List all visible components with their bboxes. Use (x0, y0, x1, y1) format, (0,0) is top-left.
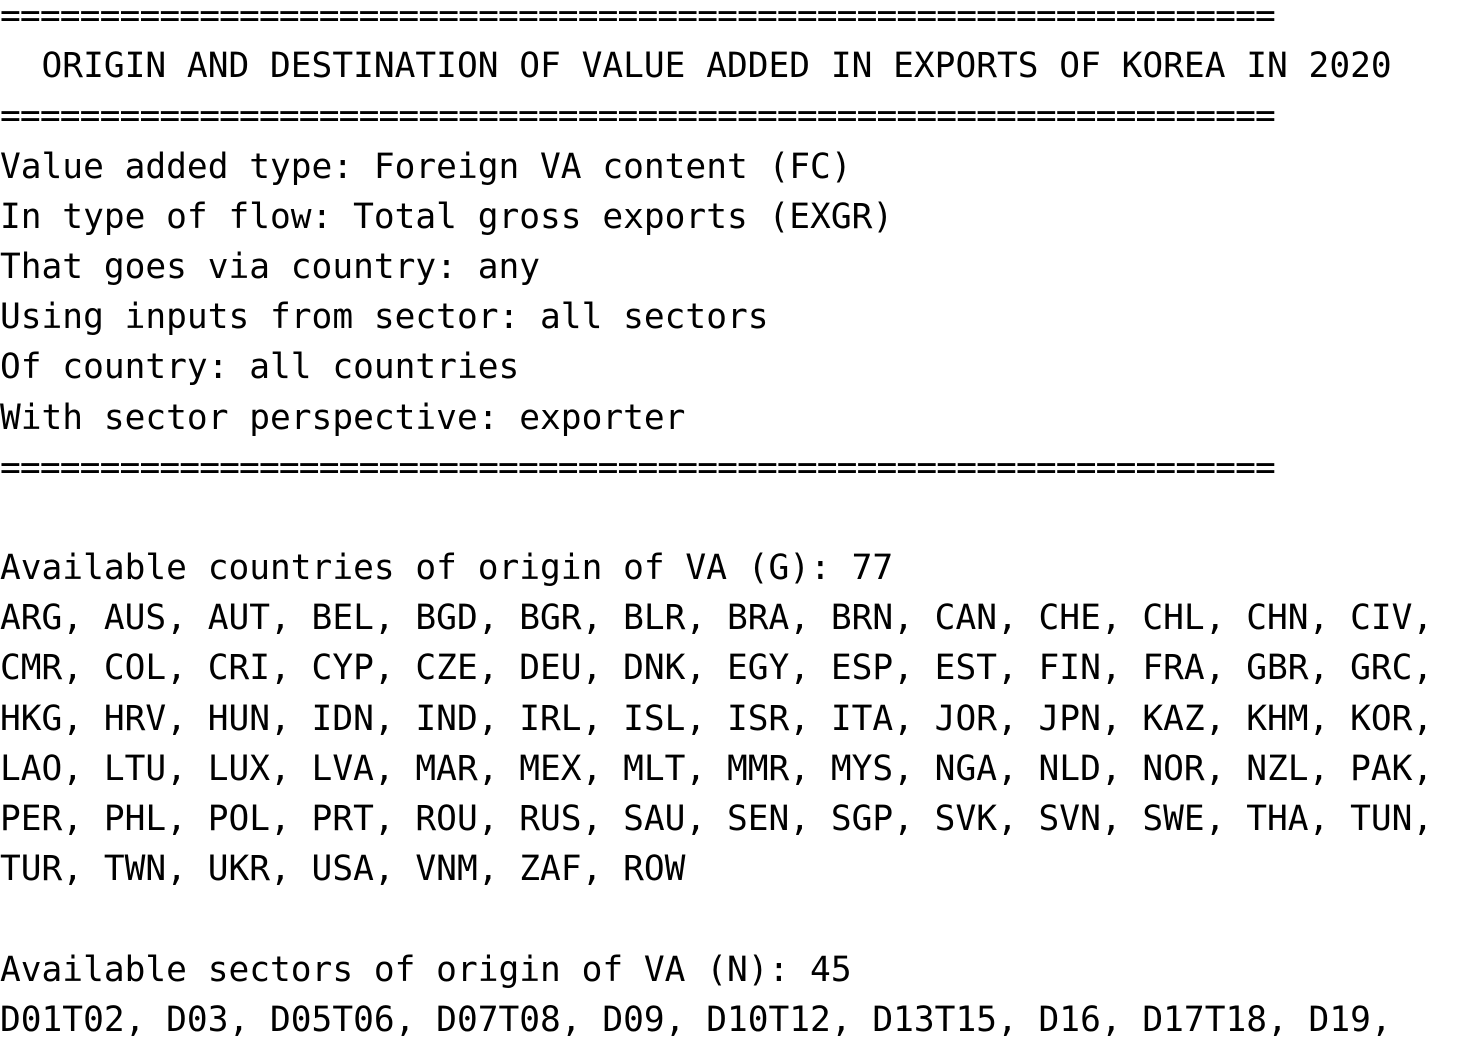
blank-line (0, 894, 1460, 944)
separator-rule-bottom: ========================================… (0, 447, 1276, 488)
param-sector-perspective: With sector perspective: exporter (0, 397, 686, 438)
country-list-line: TUR, TWN, UKR, USA, VNM, ZAF, ROW (0, 849, 686, 890)
param-of-country: Of country: all countries (0, 347, 520, 388)
param-flow-type: In type of flow: Total gross exports (EX… (0, 196, 894, 237)
blank-line (0, 493, 1460, 543)
country-list-line: PER, PHL, POL, PRT, ROU, RUS, SAU, SEN, … (0, 799, 1434, 839)
sectors-header: Available sectors of origin of VA (N): 4… (0, 949, 852, 990)
sector-list-line: D01T02, D03, D05T06, D07T08, D09, D10T12… (0, 999, 1392, 1039)
report-title: ORIGIN AND DESTINATION OF VALUE ADDED IN… (0, 46, 1392, 87)
countries-header: Available countries of origin of VA (G):… (0, 548, 894, 589)
param-via-country: That goes via country: any (0, 246, 541, 287)
separator-rule-middle: ========================================… (0, 96, 1276, 137)
country-list-line: ARG, AUS, AUT, BEL, BGD, BGR, BLR, BRA, … (0, 598, 1434, 639)
param-value-added-type: Value added type: Foreign VA content (FC… (0, 146, 852, 187)
separator-rule-top: ========================================… (0, 0, 1276, 36)
country-list-line: CMR, COL, CRI, CYP, CZE, DEU, DNK, EGY, … (0, 648, 1434, 689)
param-input-sector: Using inputs from sector: all sectors (0, 297, 769, 338)
country-list-line: LAO, LTU, LUX, LVA, MAR, MEX, MLT, MMR, … (0, 748, 1434, 789)
country-list-line: HKG, HRV, HUN, IDN, IND, IRL, ISL, ISR, … (0, 698, 1434, 739)
